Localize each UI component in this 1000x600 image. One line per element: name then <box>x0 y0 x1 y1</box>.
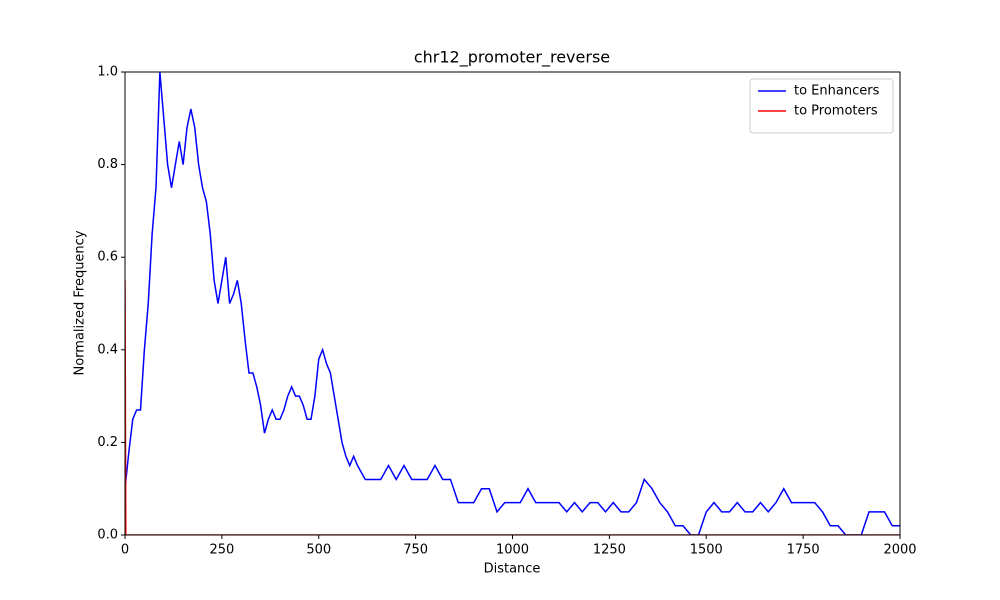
x-tick-label: 1000 <box>496 543 529 558</box>
series-line <box>125 72 900 535</box>
y-axis-label: Normalized Frequency <box>73 230 88 375</box>
y-tick-label: 0.0 <box>97 528 118 543</box>
legend-box <box>749 78 894 134</box>
x-tick-label: 1750 <box>787 543 820 558</box>
chart-title: chr12_promoter_reverse <box>414 48 610 68</box>
x-tick-label: 750 <box>403 543 428 558</box>
legend-label: to Enhancers <box>794 84 880 99</box>
series-line <box>125 280 900 535</box>
y-tick-label: 0.8 <box>97 157 118 172</box>
y-tick-label: 1.0 <box>97 65 118 80</box>
x-axis-label: Distance <box>484 562 541 577</box>
y-tick-label: 0.6 <box>97 250 118 265</box>
x-tick-label: 1250 <box>593 543 626 558</box>
x-tick-label: 500 <box>306 543 331 558</box>
y-tick-label: 0.4 <box>97 342 118 357</box>
x-tick-label: 0 <box>121 543 129 558</box>
x-tick-label: 1500 <box>690 543 723 558</box>
y-tick-label: 0.2 <box>97 435 118 450</box>
plot-frame <box>124 71 901 536</box>
legend-label: to Promoters <box>794 104 878 119</box>
x-tick-label: 2000 <box>883 543 916 558</box>
x-tick-label: 250 <box>209 543 234 558</box>
